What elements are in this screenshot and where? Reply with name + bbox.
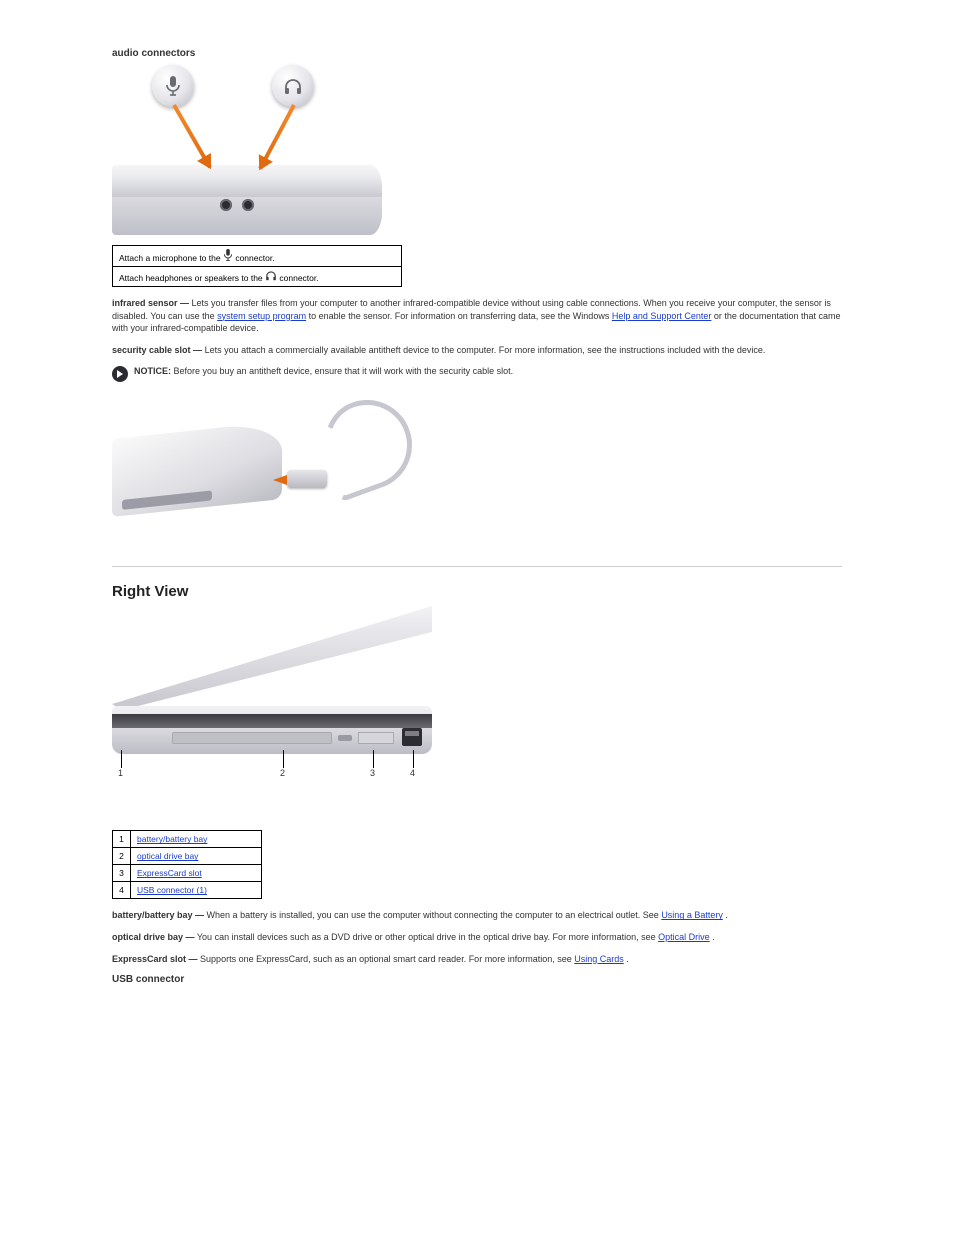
arrow-to-mic bbox=[172, 104, 211, 168]
right-view-table: 1 battery/battery bay 2 optical drive ba… bbox=[112, 830, 262, 899]
express-heading: ExpressCard slot — bbox=[112, 954, 198, 964]
expresscard-link[interactable]: ExpressCard slot bbox=[137, 868, 202, 878]
battery-bay-link[interactable]: battery/battery bay bbox=[137, 834, 207, 844]
cell-num: 4 bbox=[113, 882, 131, 899]
using-battery-link[interactable]: Using a Battery bbox=[661, 910, 723, 920]
usb-heading: USB connector bbox=[112, 974, 842, 985]
cable-loop bbox=[309, 388, 424, 503]
callout-1: 1 bbox=[118, 768, 123, 778]
usb-connector bbox=[402, 728, 422, 746]
callout-4-num: 4 bbox=[410, 768, 415, 778]
mic-jack bbox=[220, 199, 232, 211]
battery-tail: . bbox=[725, 910, 728, 920]
optical-drive bbox=[172, 732, 332, 744]
microphone-icon bbox=[152, 65, 194, 107]
infrared-paragraph: infrared sensor — Lets you transfer file… bbox=[112, 297, 842, 335]
cell-num: 2 bbox=[113, 848, 131, 865]
microphone-icon bbox=[223, 249, 233, 261]
optical-body: You can install devices such as a DVD dr… bbox=[197, 932, 658, 942]
optical-paragraph: optical drive bay — You can install devi… bbox=[112, 931, 842, 944]
audio-row-headphone: Attach headphones or speakers to the con… bbox=[113, 267, 402, 287]
right-view-illustration: 1 2 3 4 bbox=[112, 606, 432, 806]
security-cable-illustration bbox=[112, 390, 432, 550]
audio-heading: audio connectors bbox=[112, 48, 842, 59]
headphone-icon bbox=[265, 270, 277, 281]
headphone-icon bbox=[272, 65, 314, 107]
help-center-link[interactable]: Help and Support Center bbox=[612, 311, 712, 321]
laptop-right-side bbox=[112, 706, 432, 754]
usb-connector-link[interactable]: USB connector (1) bbox=[137, 885, 207, 895]
callout-2-num: 2 bbox=[280, 768, 285, 778]
battery-heading: battery/battery bay — bbox=[112, 910, 204, 920]
battery-body: When a battery is installed, you can use… bbox=[207, 910, 662, 920]
optical-bay-link[interactable]: optical drive bay bbox=[137, 851, 198, 861]
audio-connector-table: Attach a microphone to the connector. At… bbox=[112, 245, 402, 287]
security-body: Lets you attach a commercially available… bbox=[205, 345, 766, 355]
callout-3-num: 3 bbox=[370, 768, 375, 778]
callout-line bbox=[373, 750, 374, 768]
cable-lock-plug bbox=[287, 470, 327, 488]
callout-line bbox=[121, 750, 122, 768]
laptop-corner bbox=[112, 421, 282, 517]
table-row: 2 optical drive bay bbox=[113, 848, 262, 865]
infrared-body-2: to enable the sensor. For information on… bbox=[309, 311, 612, 321]
notice-icon bbox=[112, 366, 128, 382]
express-body: Supports one ExpressCard, such as an opt… bbox=[200, 954, 574, 964]
system-setup-link[interactable]: system setup program bbox=[217, 311, 306, 321]
notice-label: NOTICE: bbox=[134, 366, 171, 376]
callout-3: 3 bbox=[370, 768, 375, 778]
eject-button bbox=[338, 735, 352, 741]
right-view-title: Right View bbox=[112, 583, 842, 600]
optical-heading: optical drive bay — bbox=[112, 932, 195, 942]
optical-drive-link[interactable]: Optical Drive bbox=[658, 932, 710, 942]
audio-row-mic-post: connector. bbox=[235, 253, 274, 263]
notice-row: NOTICE: Before you buy an antitheft devi… bbox=[112, 365, 842, 382]
expresscard-slot bbox=[358, 732, 394, 744]
notice-text: NOTICE: Before you buy an antitheft devi… bbox=[134, 365, 513, 378]
audio-row-hp-post: connector. bbox=[279, 273, 318, 283]
section-divider bbox=[112, 566, 842, 567]
security-paragraph: security cable slot — Lets you attach a … bbox=[112, 344, 842, 357]
arrow-to-headphone bbox=[258, 104, 295, 169]
optical-tail: . bbox=[712, 932, 715, 942]
mic-glyph bbox=[165, 76, 181, 96]
security-heading: security cable slot — bbox=[112, 345, 202, 355]
using-cards-link[interactable]: Using Cards bbox=[574, 954, 624, 964]
callout-2: 2 bbox=[280, 768, 285, 778]
headphone-glyph bbox=[283, 77, 303, 95]
table-row: 1 battery/battery bay bbox=[113, 831, 262, 848]
audio-row-mic: Attach a microphone to the connector. bbox=[113, 246, 402, 267]
headphone-jack bbox=[242, 199, 254, 211]
audio-row-hp-pre: Attach headphones or speakers to the bbox=[119, 273, 265, 283]
infrared-heading: infrared sensor — bbox=[112, 298, 189, 308]
express-paragraph: ExpressCard slot — Supports one ExpressC… bbox=[112, 953, 842, 966]
laptop-left-edge bbox=[112, 165, 382, 235]
audio-illustration bbox=[112, 65, 422, 235]
callout-line bbox=[283, 750, 284, 768]
cell-num: 1 bbox=[113, 831, 131, 848]
notice-body: Before you buy an antitheft device, ensu… bbox=[174, 366, 514, 376]
cell-num: 3 bbox=[113, 865, 131, 882]
callout-4: 4 bbox=[410, 768, 415, 778]
callout-1-num: 1 bbox=[118, 768, 123, 778]
battery-paragraph: battery/battery bay — When a battery is … bbox=[112, 909, 842, 922]
express-tail: . bbox=[626, 954, 629, 964]
callout-line bbox=[413, 750, 414, 768]
table-row: 3 ExpressCard slot bbox=[113, 865, 262, 882]
audio-row-mic-pre: Attach a microphone to the bbox=[119, 253, 223, 263]
table-row: 4 USB connector (1) bbox=[113, 882, 262, 899]
